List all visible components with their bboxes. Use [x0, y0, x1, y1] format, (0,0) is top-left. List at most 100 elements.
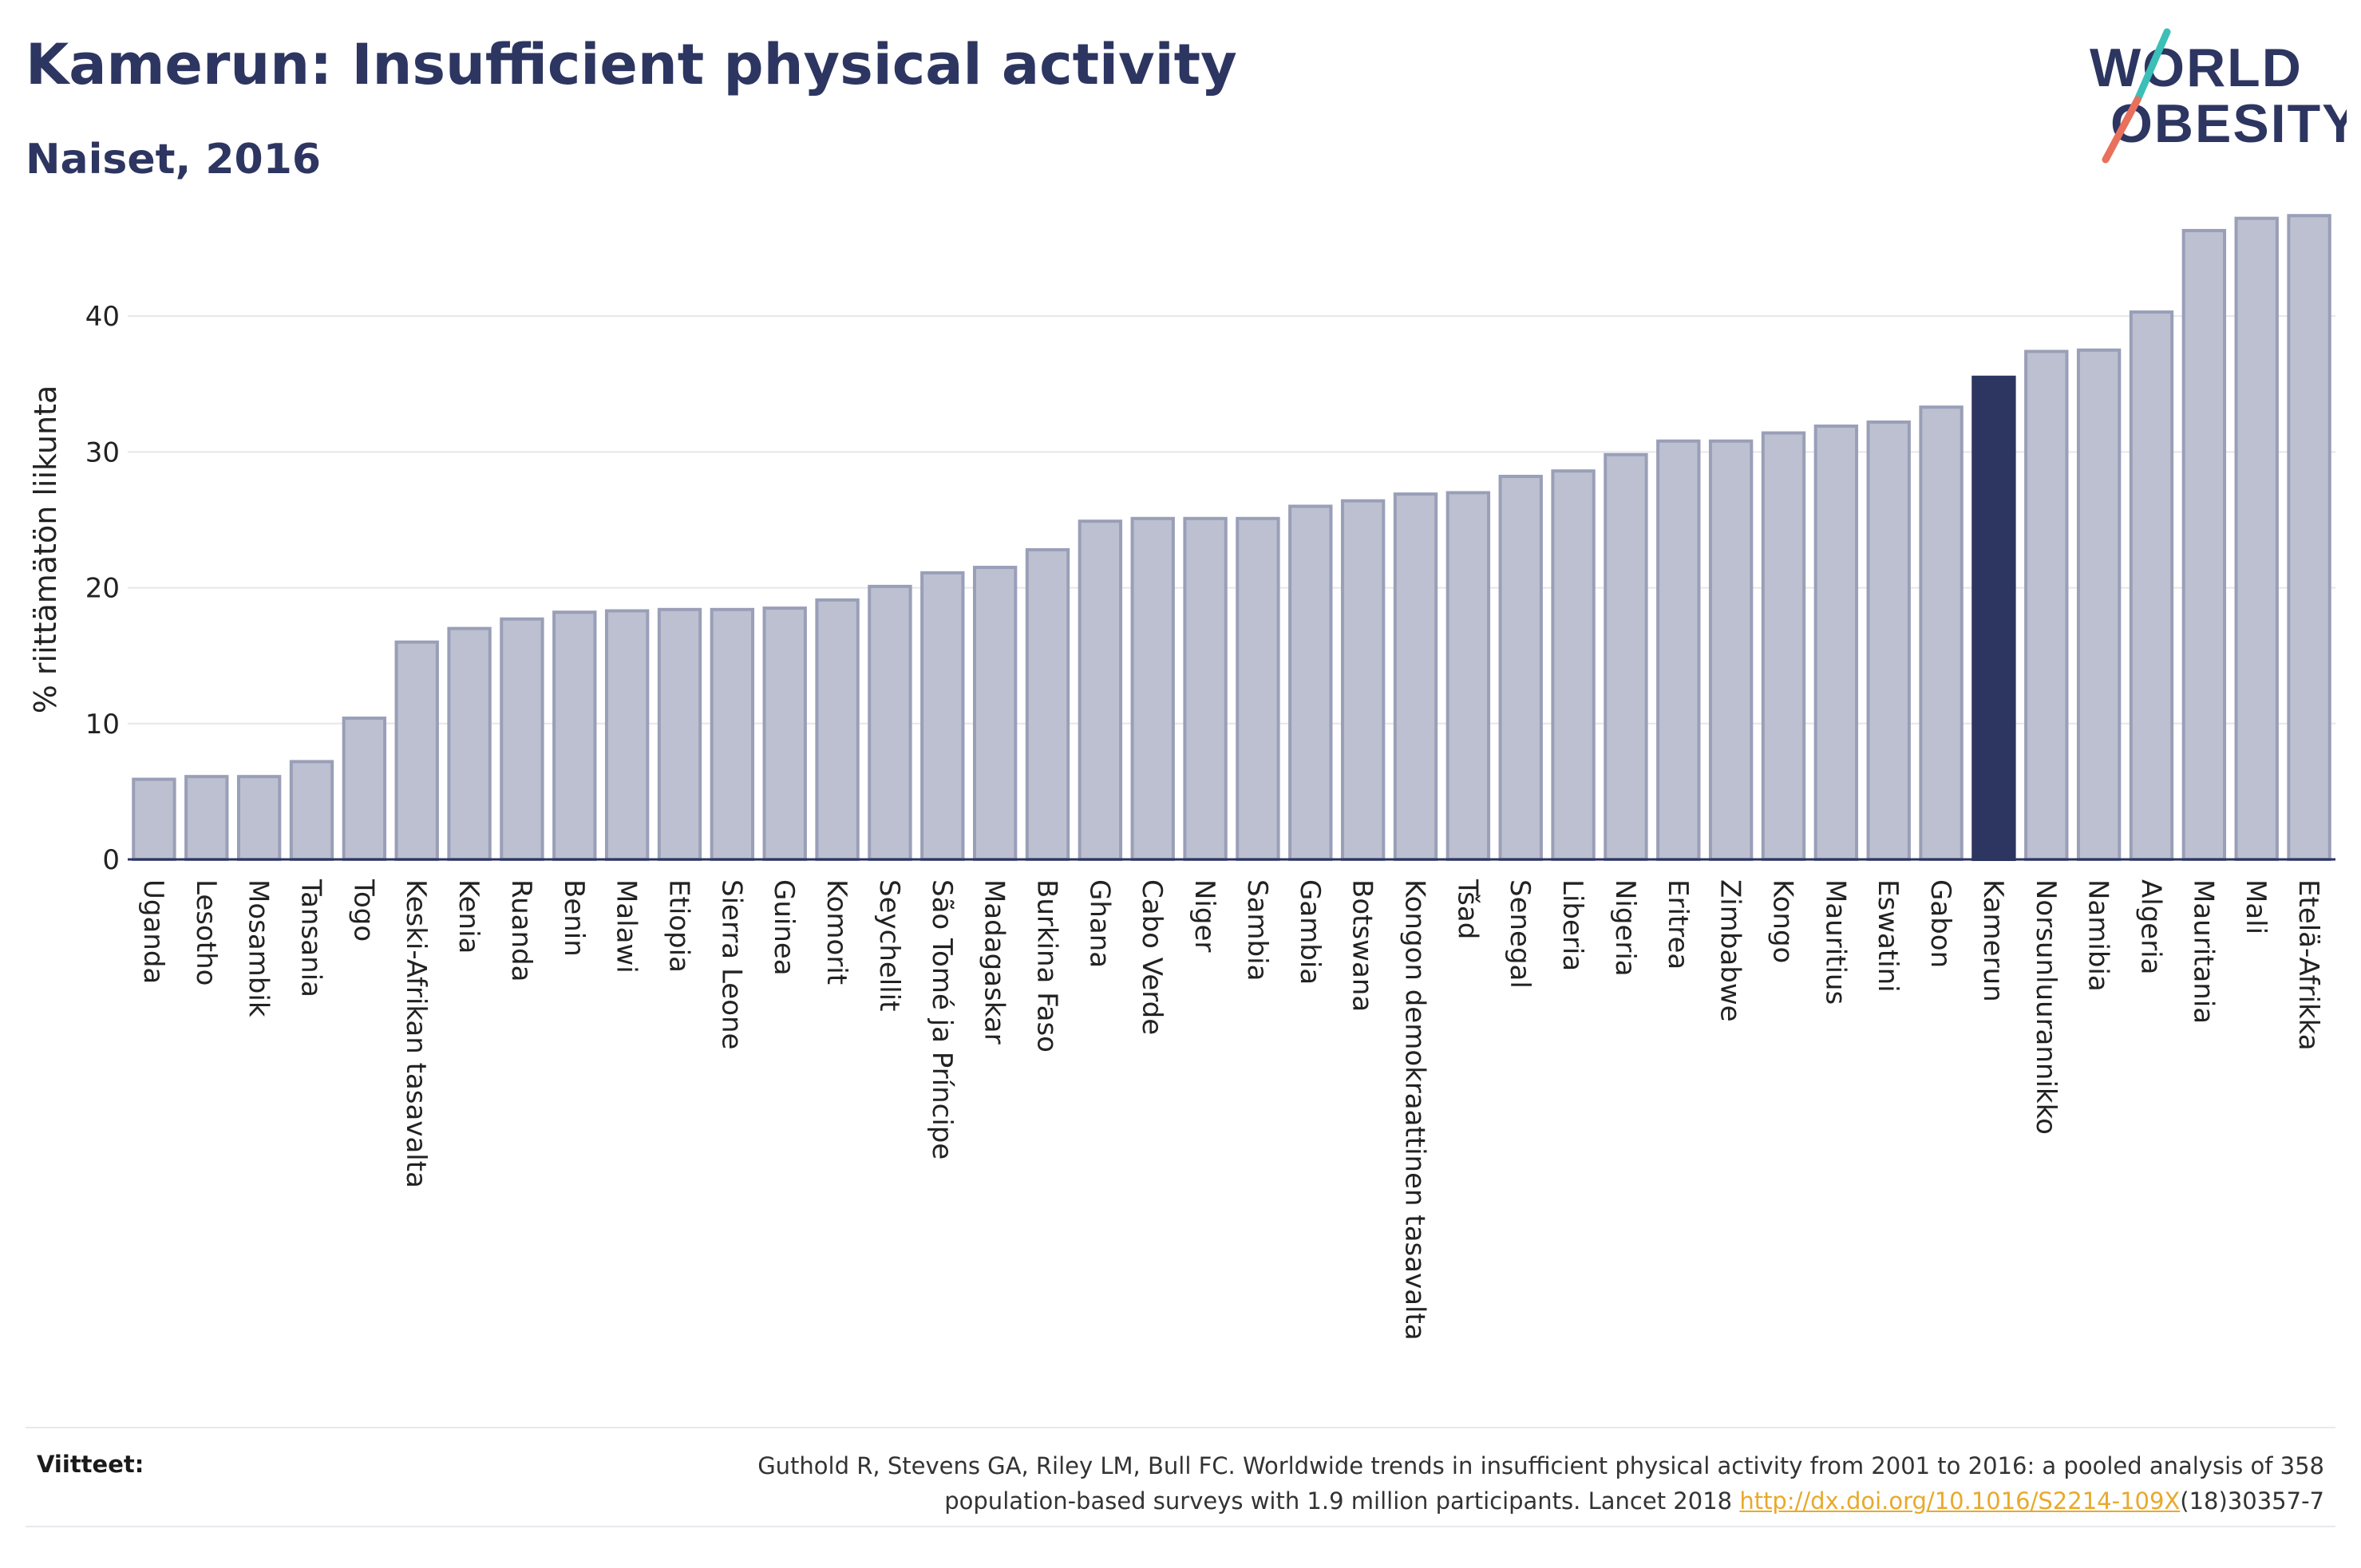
bar: [1551, 469, 1596, 861]
logo-slash-coral: [2102, 96, 2142, 164]
bar: [132, 777, 176, 862]
x-tick-label: Etelä-Afrikka: [2292, 879, 2324, 1051]
bar: [2181, 228, 2227, 861]
x-tick-label: Kamerun: [1977, 879, 2009, 1002]
x-tick-label: Tansania: [295, 879, 327, 997]
references-text: Guthold R, Stevens GA, Riley LM, Bull FC…: [488, 1448, 2324, 1519]
y-tick-label: 20: [85, 573, 120, 605]
x-tick-label: Madagaskar: [979, 879, 1010, 1045]
bar: [972, 566, 1018, 861]
bar: [920, 571, 965, 861]
bar: [1604, 452, 1648, 861]
x-tick-label: Seychellit: [873, 879, 905, 1011]
bar: [342, 716, 387, 861]
bar: [815, 598, 860, 862]
chart-subtitle: Naiset, 2016: [26, 136, 322, 184]
doi-link[interactable]: http://dx.doi.org/10.1016/S2214-109X: [1739, 1487, 2181, 1515]
x-tick-label: São Tomé ja Príncipe: [926, 879, 958, 1159]
bar: [1025, 547, 1070, 861]
logo-text-world: WORLD: [2090, 38, 2303, 98]
bar: [184, 775, 229, 861]
world-obesity-logo: WORLD OBESITY: [2090, 28, 2347, 164]
x-tick-label: Uganda: [137, 879, 169, 984]
x-tick-label: Komorit: [821, 879, 852, 985]
bar: [2076, 348, 2122, 861]
x-tick-label: Zimbabwe: [1714, 879, 1746, 1022]
bar: [500, 617, 544, 861]
y-axis-label: % riittämätön liikunta: [28, 385, 63, 714]
x-tick-label: Ghana: [1083, 879, 1115, 968]
x-tick-label: Benin: [558, 879, 590, 957]
x-tick-label: Malawi: [611, 879, 643, 974]
logo-slash-teal: [2134, 28, 2171, 104]
x-tick-label: Ruanda: [505, 879, 537, 981]
x-tick-label: Mauritania: [2187, 879, 2219, 1024]
bar: [2129, 310, 2174, 861]
x-tick-label: Namibia: [2082, 879, 2114, 992]
x-tick-label: Algeria: [2135, 879, 2167, 974]
bar: [1183, 516, 1228, 862]
bar: [2287, 214, 2331, 861]
bar: [1813, 425, 1859, 861]
y-tick-label: 0: [102, 844, 120, 876]
x-tick-label: Gabon: [1924, 879, 1956, 968]
reference-line-2-pre: population-based surveys with 1.9 millio…: [944, 1487, 1740, 1515]
x-tick-label: Norsunluurannikko: [2030, 879, 2062, 1135]
x-tick-label: Togo: [347, 879, 379, 942]
x-tick-label: Keski-Afrikan tasavalta: [400, 879, 432, 1188]
y-tick-label: 10: [85, 709, 120, 741]
x-tick-label: Botswana: [1347, 879, 1378, 1012]
bar: [710, 607, 755, 861]
bar: [2234, 216, 2279, 862]
x-tick-label: Cabo Verde: [1136, 879, 1168, 1035]
x-tick-label: Kenia: [453, 879, 484, 954]
bar: [1288, 504, 1333, 861]
x-tick-label: Kongon demokraattinen tasavalta: [1399, 879, 1431, 1341]
x-tick-label: Senegal: [1504, 879, 1536, 989]
x-tick-label: Burkina Faso: [1031, 879, 1063, 1053]
bar: [1866, 420, 1911, 861]
reference-line-1: Guthold R, Stevens GA, Riley LM, Bull FC…: [757, 1452, 2324, 1479]
bar: [1130, 516, 1175, 862]
x-tick-label: Guinea: [768, 879, 800, 976]
x-tick-label: Niger: [1188, 879, 1220, 952]
bar: [552, 610, 597, 861]
bar: [236, 775, 282, 861]
bar: [2024, 350, 2069, 861]
bar: [1393, 492, 1438, 861]
reference-line-2-post: (18)30357-7: [2180, 1487, 2324, 1515]
x-tick-label: Sierra Leone: [715, 879, 747, 1049]
bar: [1971, 375, 2016, 861]
references-label: Viitteet:: [37, 1451, 144, 1478]
x-tick-label: Eswatini: [1872, 879, 1904, 993]
bar: [1445, 491, 1491, 861]
bar: [394, 640, 439, 862]
footer-divider-bottom: [26, 1526, 2335, 1527]
bar: [1761, 431, 1806, 861]
bar: [762, 606, 807, 861]
footer-divider-top: [26, 1427, 2335, 1428]
x-tick-label: Nigeria: [1609, 879, 1641, 977]
bar: [1656, 439, 1701, 861]
x-tick-label: Gambia: [1294, 879, 1326, 985]
x-tick-label: Etiopia: [663, 879, 695, 973]
bar: [1708, 439, 1754, 861]
y-tick-label: 30: [85, 436, 120, 468]
bar: [1078, 519, 1123, 862]
bar-chart: 0 10 20 30 40 % riittämätön liikunta Uganda Les…: [28, 214, 2335, 1341]
bar: [1498, 475, 1543, 861]
logo-text-obesity: OBESITY: [2110, 93, 2347, 154]
x-tick-label: Mali: [2240, 879, 2272, 934]
bar: [868, 584, 912, 861]
x-tick-label: Kongo: [1767, 879, 1799, 963]
chart-title: Kamerun: Insufficient physical activity: [26, 32, 1237, 97]
bar: [1919, 405, 1964, 861]
x-tick-label: Tšad: [1451, 879, 1483, 939]
bar: [604, 609, 650, 861]
x-tick-label: Eritrea: [1662, 879, 1694, 970]
bar: [289, 760, 334, 862]
x-tick-label: Mosambik: [243, 879, 275, 1017]
bar: [1340, 499, 1386, 862]
bar: [1236, 516, 1280, 862]
x-tick-label: Sambia: [1241, 879, 1273, 981]
